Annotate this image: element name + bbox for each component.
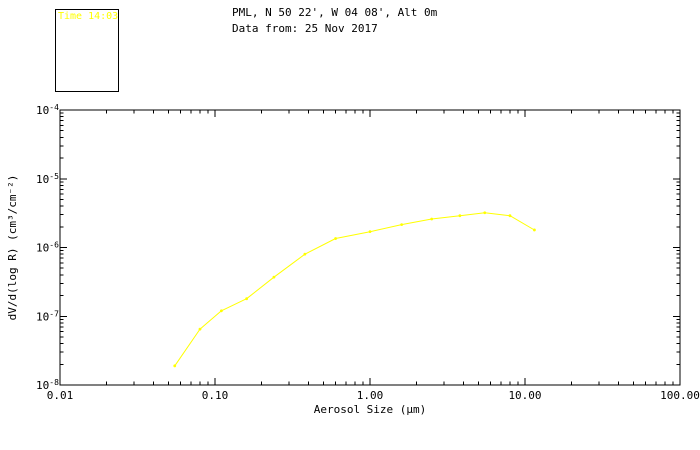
data-point [400,223,404,227]
time-label: Time 14:03 [58,11,119,22]
x-tick-label: 0.10 [202,389,229,402]
plot-frame [59,109,681,386]
data-point [198,327,202,331]
data-point [334,237,338,240]
header-location: PML, N 50 22', W 04 08', Alt 0m [232,6,438,19]
chart-header: PML, N 50 22', W 04 08', Alt 0m Data fro… [232,5,437,37]
y-tick-label: 10-7 [36,309,59,323]
y-tick-label: 10-4 [36,103,59,117]
header-date: Data from: 25 Nov 2017 [232,22,378,35]
y-tick-label: 10-6 [36,241,59,255]
x-tick-label: 0.01 [47,389,74,402]
data-point [272,275,276,279]
y-tick-label: 10-5 [36,172,59,186]
data-point [430,217,434,221]
time-box: Time 14:03 [55,9,119,92]
y-tick-label: 10-8 [36,378,59,392]
x-axis-label: Aerosol Size (μm) [314,403,427,416]
data-point [483,211,487,215]
x-tick-label: 100.00 [660,389,700,402]
y-axis-label: dV/d(log R) (cm³/cm⁻²) [6,175,19,321]
data-point [533,228,536,232]
data-point [220,309,223,313]
x-tick-label: 1.00 [357,389,384,402]
data-point [245,297,249,301]
chart-line [174,212,535,367]
x-tick-label: 10.00 [508,389,541,402]
data-point [368,230,372,234]
data-point [173,364,177,368]
data-point [458,214,462,218]
data-point [303,252,307,256]
data-point [508,214,512,218]
